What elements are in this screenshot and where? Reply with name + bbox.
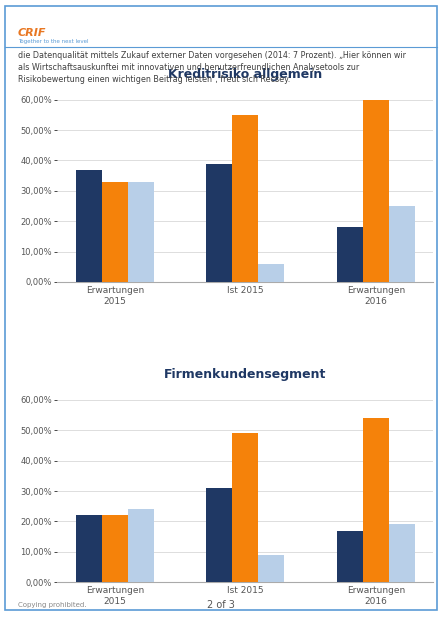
Bar (232, 115, 259, 282)
Bar (363, 100, 389, 282)
Text: 2 of 3: 2 of 3 (207, 600, 235, 610)
Text: Copying prohibited.: Copying prohibited. (18, 602, 86, 608)
Bar (337, 227, 363, 282)
Bar (206, 488, 232, 582)
Bar (389, 206, 415, 282)
Bar (337, 530, 363, 582)
Bar (76, 170, 102, 282)
Bar (128, 510, 154, 582)
Bar (102, 515, 128, 582)
Bar (259, 555, 285, 582)
Title: Firmenkundensegment: Firmenkundensegment (164, 367, 327, 381)
Bar (206, 163, 232, 282)
Bar (363, 418, 389, 582)
Bar (128, 182, 154, 282)
Bar (102, 182, 128, 282)
Bar (232, 433, 259, 582)
Title: Kreditrisiko allgemein: Kreditrisiko allgemein (168, 68, 322, 81)
Text: Together to the next level: Together to the next level (18, 39, 88, 44)
Bar (76, 515, 102, 582)
Bar (259, 264, 285, 282)
Text: die Datenqualität mittels Zukauf externer Daten vorgesehen (2014: 7 Prozent). „H: die Datenqualität mittels Zukauf externe… (18, 51, 406, 84)
Bar (389, 525, 415, 582)
Text: CRIF: CRIF (18, 28, 46, 38)
